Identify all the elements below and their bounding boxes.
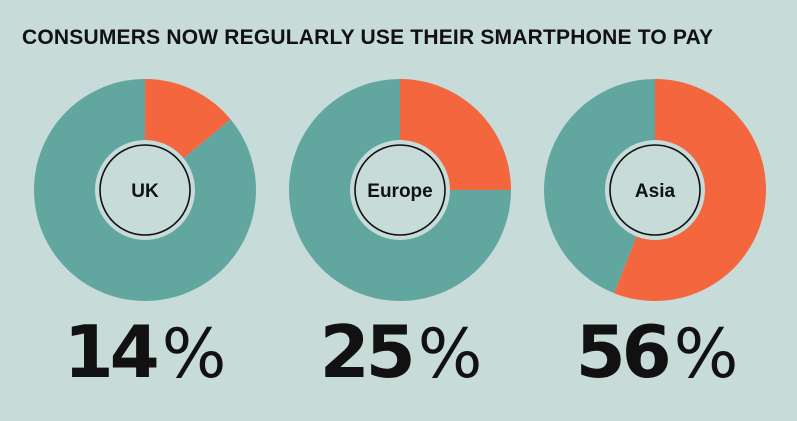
percent-symbol-asia: % <box>673 315 739 394</box>
donut-hub-uk <box>95 140 195 240</box>
donut-hub-ring-asia <box>609 144 701 236</box>
percent-symbol-europe: % <box>417 315 483 394</box>
percentage-asia: 56% <box>572 310 742 394</box>
donut-hub-asia <box>605 140 705 240</box>
percentage-europe: 25% <box>316 310 486 394</box>
donut-chart-uk: UK <box>33 79 256 302</box>
donut-hub-europe <box>350 140 450 240</box>
chart-title: CONSUMERS NOW REGULARLY USE THEIR SMARTP… <box>22 26 714 49</box>
percentage-value-uk: 14 <box>63 310 160 394</box>
donut-chart-europe: Europe <box>289 79 511 301</box>
center-label-uk: UK <box>131 181 159 202</box>
percent-symbol-uk: % <box>161 315 227 394</box>
percentage-value-asia: 56 <box>575 310 672 394</box>
center-label-europe: Europe <box>367 181 432 202</box>
donut-hub-ring-europe <box>354 144 446 236</box>
slice-other-asia <box>543 78 655 294</box>
percentage-value-europe: 25 <box>319 310 416 394</box>
percentage-uk: 14% <box>60 310 230 394</box>
donut-chart-asia: Asia <box>543 78 766 301</box>
center-label-asia: Asia <box>635 181 676 202</box>
donut-hub-ring-uk <box>99 144 191 236</box>
